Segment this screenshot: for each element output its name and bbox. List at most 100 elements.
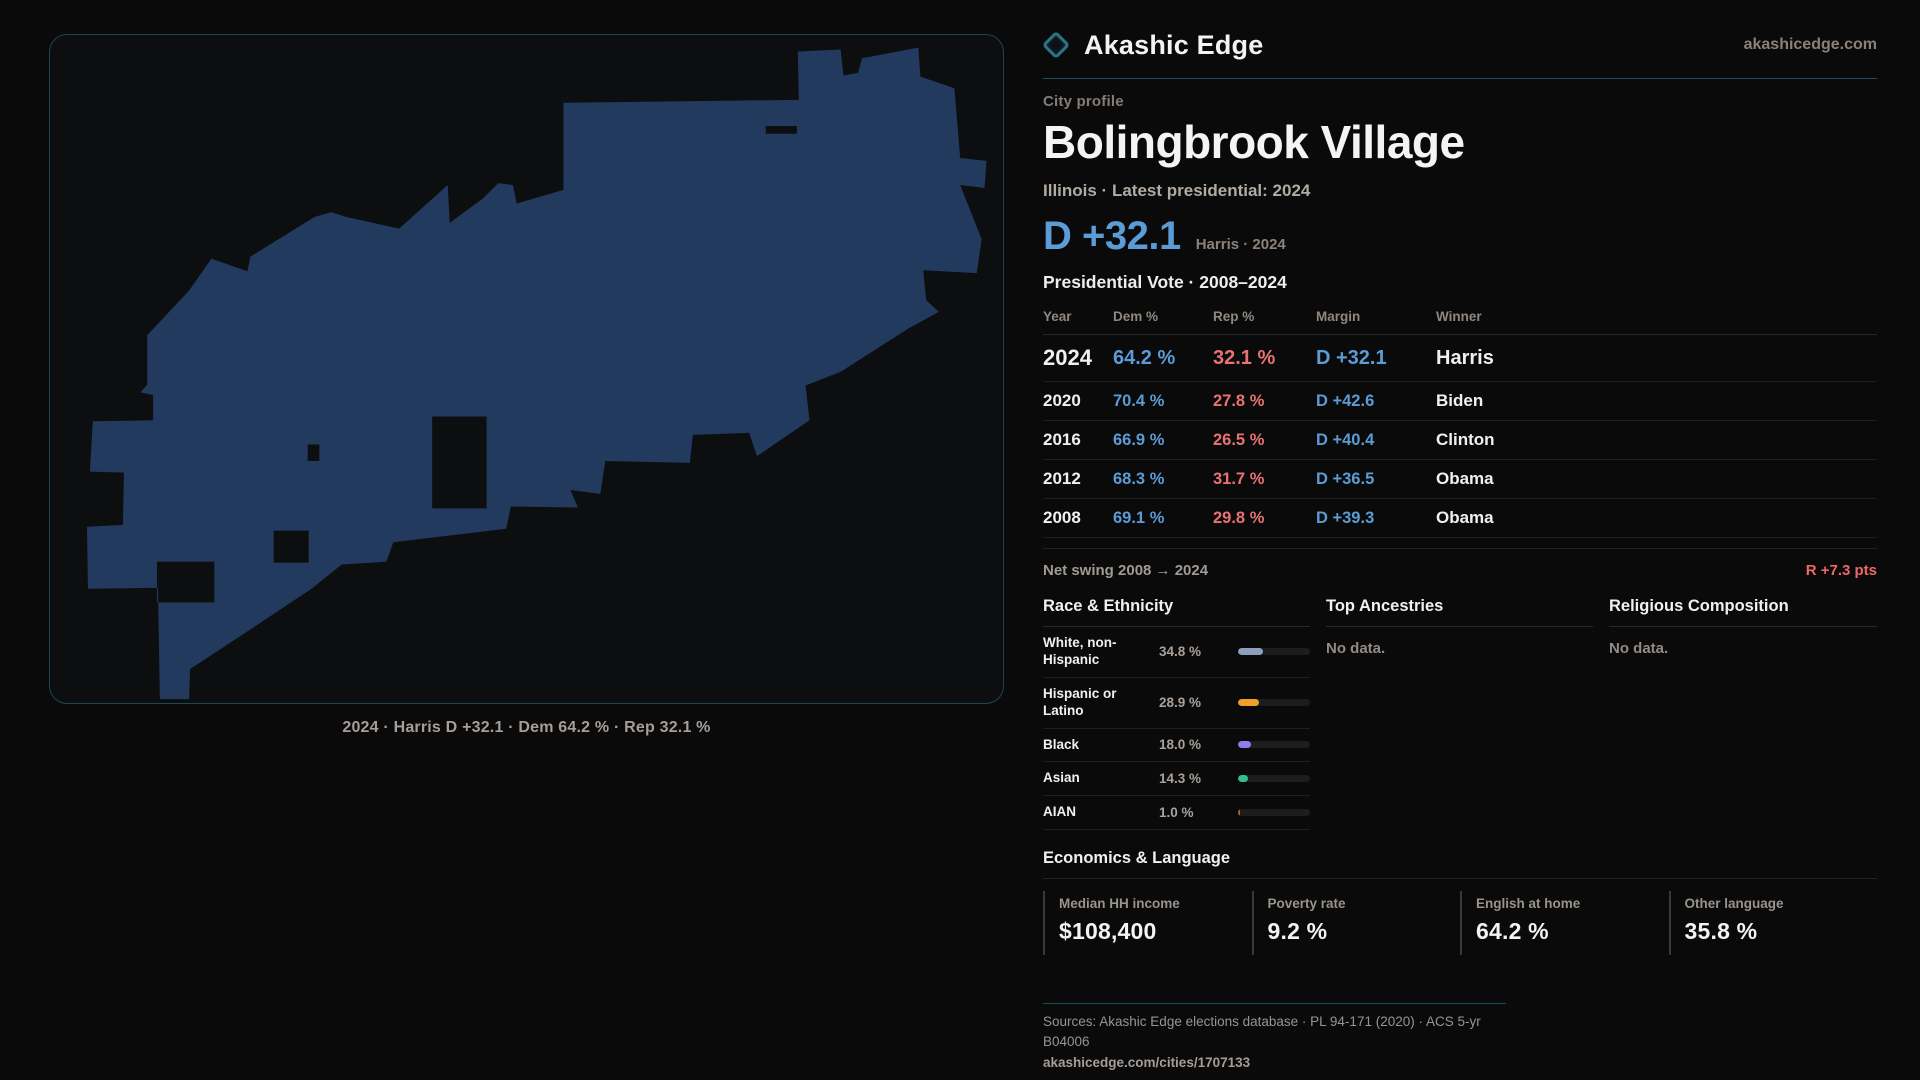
stat-value: 64.2 % <box>1476 918 1549 944</box>
cell-dem: 64.2 % <box>1113 346 1176 369</box>
cell-winner: Obama <box>1436 469 1494 488</box>
race-ethnicity-title: Race & Ethnicity <box>1043 597 1310 627</box>
cell-dem: 69.1 % <box>1113 508 1165 527</box>
race-value: 34.8 % <box>1159 644 1202 660</box>
cell-year: 2020 <box>1043 391 1081 410</box>
race-row: Black 18.0 % <box>1043 729 1310 763</box>
stat-value: 35.8 % <box>1684 918 1758 944</box>
brand-header: Akashic Edge akashicedge.com <box>1041 0 1877 62</box>
permalink-link[interactable]: akashicedge.com/cities/1707133 <box>1043 1054 1251 1070</box>
top-ancestries-column: Top Ancestries No data. <box>1326 597 1593 657</box>
stat-card: English at home 64.2 % <box>1460 891 1669 955</box>
col-rep: Rep % <box>1213 309 1255 324</box>
race-value: 28.9 % <box>1159 695 1202 711</box>
stat-label: English at home <box>1476 896 1581 911</box>
race-row: AIAN 1.0 % <box>1043 796 1310 831</box>
vote-table-header: Year Dem % Rep % Margin Winner <box>1043 303 1877 335</box>
economics-title: Economics & Language <box>1043 849 1231 867</box>
cell-year: 2008 <box>1043 508 1081 527</box>
race-row: White, non-Hispanic 34.8 % <box>1043 627 1310 678</box>
profile-panel: Akashic Edge akashicedge.com City profil… <box>1041 0 1878 1072</box>
cell-winner: Obama <box>1436 508 1494 527</box>
cell-rep: 31.7 % <box>1213 469 1265 488</box>
cell-rep: 27.8 % <box>1213 391 1265 410</box>
race-label: Black <box>1043 736 1080 752</box>
religion-empty-state: No data. <box>1609 640 1669 657</box>
table-row: 2008 69.1 % 29.8 % D +39.3 Obama <box>1043 499 1877 538</box>
cell-rep: 32.1 % <box>1213 346 1276 369</box>
stat-label: Other language <box>1684 896 1784 911</box>
stat-card: Median HH income $108,400 <box>1043 891 1252 955</box>
city-shape <box>86 47 987 700</box>
net-swing-label: Net swing 2008 → 2024 <box>1043 562 1209 579</box>
header-divider <box>1043 78 1877 79</box>
race-row: Asian 14.3 % <box>1043 762 1310 797</box>
stat-card: Other language 35.8 % <box>1668 891 1878 955</box>
city-map <box>86 47 987 700</box>
cell-margin: D +39.3 <box>1316 508 1375 527</box>
table-row: 2020 70.4 % 27.8 % D +42.6 Biden <box>1043 382 1877 421</box>
cell-rep: 29.8 % <box>1213 508 1265 527</box>
stat-label: Poverty rate <box>1267 896 1346 911</box>
page-title: Bolingbrook Village <box>1043 116 1465 168</box>
religious-composition-title: Religious Composition <box>1609 597 1877 627</box>
stat-value: 9.2 % <box>1267 918 1328 944</box>
map-caption: 2024 · Harris D +32.1 · Dem 64.2 % · Rep… <box>342 719 711 736</box>
religious-composition-column: Religious Composition No data. <box>1609 597 1877 657</box>
cell-winner: Biden <box>1436 391 1484 410</box>
race-value: 18.0 % <box>1159 737 1202 753</box>
stat-label: Median HH income <box>1059 896 1180 911</box>
kicker: City profile <box>1043 93 1124 110</box>
cell-margin: D +36.5 <box>1316 469 1375 488</box>
cell-winner: Clinton <box>1436 430 1495 449</box>
table-row: 2016 66.9 % 26.5 % D +40.4 Clinton <box>1043 421 1877 460</box>
cell-year: 2024 <box>1043 345 1092 370</box>
stat-card: Poverty rate 9.2 % <box>1251 891 1461 955</box>
ancestries-empty-state: No data. <box>1326 640 1386 657</box>
race-label: White, non-Hispanic <box>1043 635 1117 667</box>
col-year: Year <box>1043 309 1072 324</box>
cell-dem: 70.4 % <box>1113 391 1165 410</box>
race-bar <box>1238 699 1310 707</box>
vote-table: Year Dem % Rep % Margin Winner 2024 64.2… <box>1043 303 1877 538</box>
subtitle: Illinois · Latest presidential: 2024 <box>1043 181 1311 200</box>
race-value: 14.3 % <box>1159 771 1202 787</box>
cell-margin: D +42.6 <box>1316 391 1375 410</box>
headline-margin: D +32.1 Harris · 2024 <box>1043 214 1877 259</box>
col-winner: Winner <box>1436 309 1482 324</box>
brand-diamond-icon <box>1041 30 1071 60</box>
table-row: 2024 64.2 % 32.1 % D +32.1 Harris <box>1043 335 1877 382</box>
table-row: 2012 68.3 % 31.7 % D +36.5 Obama <box>1043 460 1877 499</box>
race-bar <box>1238 775 1310 783</box>
stat-value: $108,400 <box>1059 918 1157 944</box>
sources-footer: Sources: Akashic Edge elections database… <box>1043 1003 1506 1072</box>
race-value: 1.0 % <box>1159 805 1194 821</box>
col-margin: Margin <box>1316 309 1361 324</box>
demographics-section: Race & Ethnicity White, non-Hispanic 34.… <box>1043 597 1877 835</box>
headline-margin-note: Harris · 2024 <box>1195 236 1286 253</box>
cell-margin: D +32.1 <box>1316 346 1387 369</box>
race-label: Hispanic or Latino <box>1043 685 1117 718</box>
race-bar <box>1238 809 1310 817</box>
net-swing-value: R +7.3 pts <box>1805 562 1877 579</box>
cell-dem: 68.3 % <box>1113 469 1165 488</box>
vote-table-title: Presidential Vote · 2008–2024 <box>1043 272 1287 292</box>
economics-divider <box>1043 878 1877 879</box>
top-ancestries-title: Top Ancestries <box>1326 597 1593 627</box>
cell-year: 2016 <box>1043 430 1081 449</box>
race-label: AIAN <box>1043 804 1076 820</box>
cell-rep: 26.5 % <box>1213 430 1265 449</box>
cell-winner: Harris <box>1436 346 1494 369</box>
cell-dem: 66.9 % <box>1113 430 1165 449</box>
race-bar <box>1238 741 1310 749</box>
cell-year: 2012 <box>1043 469 1081 488</box>
race-row: Hispanic or Latino 28.9 % <box>1043 678 1310 729</box>
brand-name: Akashic Edge <box>1084 29 1264 60</box>
headline-margin-value: D +32.1 <box>1043 214 1181 258</box>
race-bar <box>1238 648 1310 656</box>
brand-site-link[interactable]: akashicedge.com <box>1743 36 1877 53</box>
race-label: Asian <box>1043 770 1080 786</box>
net-swing-row: Net swing 2008 → 2024 R +7.3 pts <box>1043 548 1877 579</box>
race-ethnicity-column: Race & Ethnicity White, non-Hispanic 34.… <box>1043 597 1310 831</box>
